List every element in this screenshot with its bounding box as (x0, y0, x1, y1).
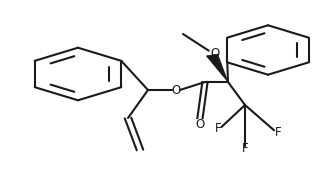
Text: O: O (211, 47, 220, 60)
Text: O: O (171, 84, 181, 97)
Text: F: F (215, 121, 221, 134)
Text: F: F (275, 125, 281, 139)
Text: O: O (195, 119, 205, 131)
Polygon shape (206, 54, 228, 82)
Text: F: F (242, 142, 248, 154)
